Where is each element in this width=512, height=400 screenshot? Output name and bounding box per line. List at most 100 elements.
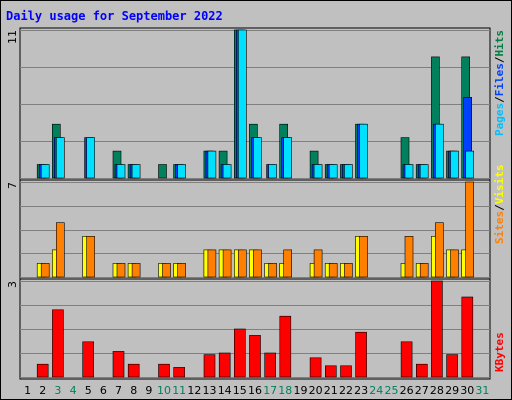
day-label-13: 13 xyxy=(203,384,217,397)
bar-kbytes-day-20 xyxy=(309,357,322,378)
bar-sites-day-27 xyxy=(419,263,429,278)
bar-pages-day-20 xyxy=(313,164,323,179)
bar-kbytes-day-11 xyxy=(173,367,185,378)
legend-pages: Pages xyxy=(493,103,506,136)
day-label-12: 12 xyxy=(187,384,201,397)
bar-sites-day-18 xyxy=(283,249,293,278)
legend-kbytes: KBytes xyxy=(493,332,506,372)
legend-files: Files xyxy=(493,63,506,96)
day-label-26: 26 xyxy=(400,384,414,397)
day-label-17: 17 xyxy=(263,384,277,397)
bar-kbytes-day-21 xyxy=(324,365,337,378)
day-label-1: 1 xyxy=(24,384,31,397)
bar-sites-day-13 xyxy=(207,249,217,278)
bar-sites-day-10 xyxy=(162,263,171,278)
bar-sites-day-23 xyxy=(359,236,368,278)
bar-kbytes-day-28 xyxy=(431,280,443,378)
panel-hits-ymax: 11 xyxy=(6,30,19,44)
day-axis: 1 2 3 4 5 6 7 8 9 10 11 12 13 14 15 16 17 18 19 20 21 22 23 24 2… xyxy=(24,384,489,397)
bar-kbytes-day-17 xyxy=(264,352,277,378)
bar-pages-day-21 xyxy=(328,164,338,179)
bar-pages-day-7 xyxy=(116,164,126,179)
bar-sites-day-5 xyxy=(86,236,95,278)
bar-kbytes-day-27 xyxy=(415,363,428,378)
panel-kbytes-ymax: 3 xyxy=(6,281,19,288)
day-label-3: 3 xyxy=(54,384,61,397)
day-label-29: 29 xyxy=(445,384,459,397)
bar-sites-day-7 xyxy=(116,263,126,278)
bar-kbytes-day-30 xyxy=(461,296,474,378)
day-label-21: 21 xyxy=(324,384,338,397)
day-label-23: 23 xyxy=(354,384,368,397)
bar-sites-day-29 xyxy=(450,249,459,278)
day-label-19: 19 xyxy=(294,384,308,397)
day-label-8: 8 xyxy=(130,384,137,397)
day-label-9: 9 xyxy=(145,384,152,397)
legend-hits: Hits xyxy=(493,30,506,57)
day-label-18: 18 xyxy=(278,384,292,397)
bar-pages-day-22 xyxy=(344,164,353,179)
day-label-11: 11 xyxy=(172,384,186,397)
day-label-27: 27 xyxy=(415,384,429,397)
day-label-7: 7 xyxy=(115,384,122,397)
bar-sites-day-20 xyxy=(313,249,323,278)
panel-visits-ymax: 7 xyxy=(6,182,19,189)
legend-visits: Visits xyxy=(493,165,506,205)
day-label-5: 5 xyxy=(85,384,92,397)
day-label-14: 14 xyxy=(218,384,232,397)
bar-kbytes-day-15 xyxy=(234,328,246,378)
bar-pages-day-15 xyxy=(238,29,247,179)
bar-pages-day-27 xyxy=(419,164,429,179)
day-label-2: 2 xyxy=(39,384,46,397)
bar-pages-day-5 xyxy=(86,137,95,179)
bar-pages-day-11 xyxy=(177,164,186,179)
chart-title: Daily usage for September 2022 xyxy=(6,9,223,23)
bar-hits-day-10 xyxy=(158,164,167,179)
day-label-24: 24 xyxy=(369,384,383,397)
bar-sites-day-2 xyxy=(40,263,50,278)
bar-kbytes-day-22 xyxy=(340,365,352,378)
bar-sites-day-14 xyxy=(222,249,232,278)
bar-sites-day-21 xyxy=(328,263,338,278)
day-label-6: 6 xyxy=(100,384,107,397)
bar-kbytes-day-5 xyxy=(82,341,94,378)
bar-pages-day-13 xyxy=(207,150,217,179)
bar-sites-day-8 xyxy=(131,263,141,278)
day-label-31: 31 xyxy=(475,384,489,397)
bar-kbytes-day-26 xyxy=(400,341,413,378)
legend-visits-panel: Sites/Visits xyxy=(493,165,506,245)
bar-kbytes-day-16 xyxy=(249,335,261,378)
legend-sites: Sites xyxy=(493,211,506,244)
day-label-4: 4 xyxy=(70,384,77,397)
bar-kbytes-day-23 xyxy=(355,331,367,378)
bars xyxy=(36,29,475,378)
day-label-15: 15 xyxy=(233,384,247,397)
bar-kbytes-day-8 xyxy=(127,363,140,378)
bar-sites-day-3 xyxy=(55,222,65,278)
day-label-25: 25 xyxy=(385,384,399,397)
bar-sites-day-22 xyxy=(344,263,353,278)
day-label-10: 10 xyxy=(157,384,171,397)
bar-pages-day-3 xyxy=(55,137,65,179)
bar-sites-day-30 xyxy=(465,181,475,278)
bar-pages-day-17 xyxy=(268,164,277,179)
bar-kbytes-day-29 xyxy=(446,354,458,378)
bar-sites-day-15 xyxy=(238,249,247,278)
bar-sites-day-28 xyxy=(435,222,444,278)
day-label-20: 20 xyxy=(309,384,323,397)
day-label-16: 16 xyxy=(248,384,262,397)
bar-pages-day-28 xyxy=(435,123,444,179)
bar-sites-day-17 xyxy=(268,263,277,278)
bar-sites-day-26 xyxy=(404,236,414,278)
bar-pages-day-8 xyxy=(131,164,141,179)
bar-kbytes-day-10 xyxy=(158,363,170,378)
bar-kbytes-day-14 xyxy=(218,352,231,378)
bar-kbytes-day-7 xyxy=(112,351,125,378)
bar-pages-day-23 xyxy=(359,123,368,179)
bar-kbytes-day-13 xyxy=(203,354,216,378)
bar-pages-day-29 xyxy=(450,150,459,179)
day-label-28: 28 xyxy=(430,384,444,397)
bar-pages-day-26 xyxy=(404,164,414,179)
bar-pages-day-16 xyxy=(253,137,262,179)
bar-kbytes-day-18 xyxy=(279,315,292,378)
